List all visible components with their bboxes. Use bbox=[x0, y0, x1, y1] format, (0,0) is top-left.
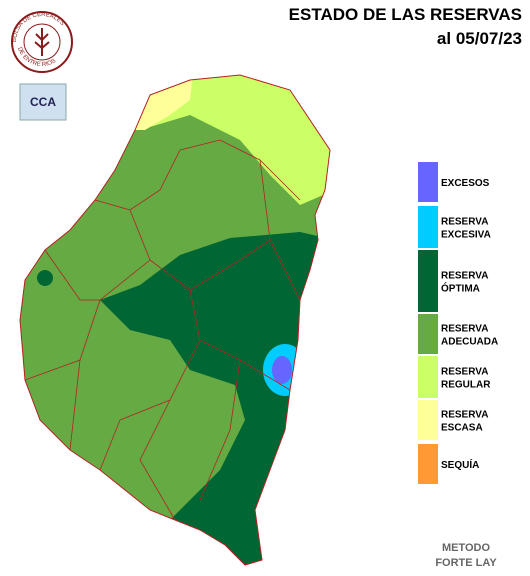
legend-swatch bbox=[418, 206, 438, 248]
badge-text: CCA bbox=[30, 95, 56, 109]
footer-line: FORTE LAY bbox=[435, 557, 497, 569]
legend-swatch bbox=[418, 314, 438, 354]
legend-label: EXCESIVA bbox=[441, 230, 491, 241]
legend-label: RESERVA bbox=[441, 367, 488, 378]
legend-label: ADECUADA bbox=[441, 337, 498, 348]
legend-label: RESERVA bbox=[441, 217, 488, 228]
legend-swatch bbox=[418, 400, 438, 440]
legend-label: RESERVA bbox=[441, 271, 488, 282]
map bbox=[20, 75, 330, 565]
footer-line: METODO bbox=[442, 542, 491, 554]
badge: CCA bbox=[19, 83, 67, 121]
legend-label: EXCESOS bbox=[441, 178, 490, 189]
legend-label: SEQUÍA bbox=[441, 458, 479, 471]
legend-label: RESERVA bbox=[441, 410, 488, 421]
title: ESTADO DE LAS RESERVAS bbox=[289, 5, 522, 24]
legend-label: RESERVA bbox=[441, 324, 488, 335]
legend-label: REGULAR bbox=[441, 380, 491, 391]
legend-swatch bbox=[418, 444, 438, 484]
logo: BOLSA DE CEREALES DE ENTRE RIOS bbox=[11, 11, 73, 73]
legend: EXCESOSRESERVAEXCESIVARESERVAÓPTIMARESER… bbox=[418, 162, 498, 484]
subtitle: al 05/07/23 bbox=[437, 29, 522, 48]
province-outline bbox=[19, 74, 331, 566]
legend-swatch bbox=[418, 250, 438, 312]
legend-label: ÓPTIMA bbox=[441, 282, 480, 295]
legend-swatch bbox=[418, 162, 438, 202]
legend-swatch bbox=[418, 356, 438, 398]
legend-label: ESCASA bbox=[441, 423, 483, 434]
